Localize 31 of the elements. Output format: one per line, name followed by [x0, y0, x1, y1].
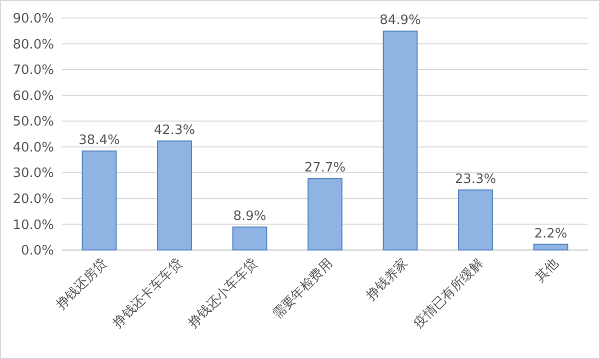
bar [157, 140, 192, 250]
bar [82, 150, 117, 250]
x-tick-label: 挣钱养家 [362, 256, 412, 304]
x-tick-label: 需要年检费用 [270, 256, 336, 322]
y-tick-label: 80.0% [12, 37, 54, 52]
x-tick-label: 挣钱还卡车车贷 [110, 256, 186, 332]
bar [232, 226, 268, 250]
data-label: 8.9% [233, 209, 266, 224]
y-tick-label: 70.0% [12, 63, 54, 78]
bar [458, 189, 493, 250]
bar [533, 244, 568, 250]
data-label: 38.4% [78, 133, 120, 148]
y-tick-label: 40.0% [12, 140, 54, 156]
data-label: 84.9% [380, 13, 421, 28]
bar [382, 30, 418, 250]
y-tick-label: 90.0% [12, 12, 54, 27]
data-label: 27.7% [304, 160, 346, 176]
y-tick-label: 10.0% [12, 218, 54, 233]
bar [308, 178, 342, 250]
x-tick-label: 其他 [532, 256, 562, 286]
x-tick-label: 疫情已有所缓解 [411, 256, 486, 332]
data-label: 2.2% [534, 226, 568, 242]
data-label: 23.3% [454, 172, 496, 187]
y-tick-label: 30.0% [12, 166, 54, 182]
y-tick-label: 50.0% [12, 114, 54, 130]
x-tick-label: 挣钱还房贷 [52, 256, 110, 313]
y-tick-label: 60.0% [12, 88, 54, 104]
y-tick-label: 0.0% [20, 244, 54, 259]
y-tick-label: 20.0% [12, 192, 54, 207]
x-tick-label: 挣钱还小车车贷 [186, 256, 261, 332]
data-label: 42.3% [154, 122, 196, 138]
